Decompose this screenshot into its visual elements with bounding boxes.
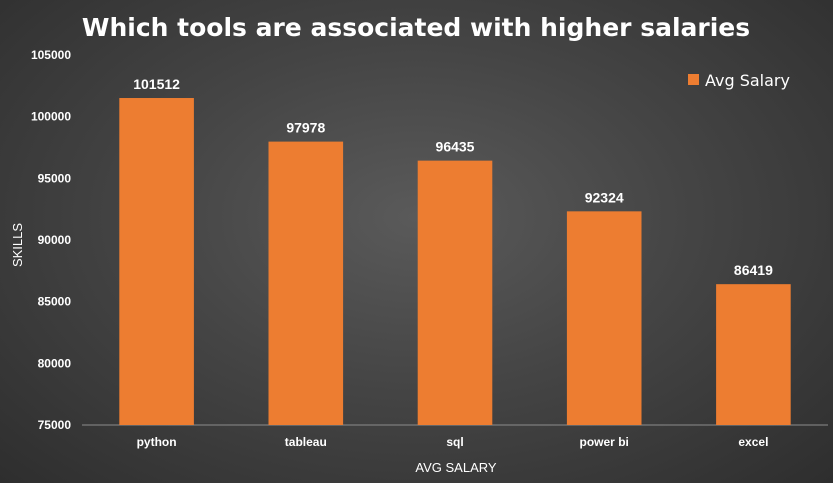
x-tick-label: python <box>137 435 177 449</box>
bar-tableau[interactable] <box>268 141 344 425</box>
bar-power-bi[interactable] <box>566 211 642 425</box>
bars-group <box>119 98 791 425</box>
data-label: 92324 <box>585 189 624 205</box>
x-tick-label: sql <box>446 435 463 449</box>
x-axis-title: AVG SALARY <box>415 460 496 475</box>
bar-excel[interactable] <box>716 284 791 425</box>
y-axis-ticks: 75000 80000 85000 90000 95000 100000 105000 <box>31 48 71 432</box>
x-tick-label: tableau <box>285 435 327 449</box>
y-tick-label: 85000 <box>38 295 72 309</box>
data-label: 97978 <box>286 120 325 136</box>
y-tick-label: 100000 <box>31 110 71 124</box>
x-axis-ticks: python tableau sql power bi excel <box>137 435 769 449</box>
x-tick-label: power bi <box>580 435 629 449</box>
data-label: 96435 <box>436 139 475 155</box>
y-tick-label: 80000 <box>38 356 72 370</box>
y-tick-label: 95000 <box>38 171 72 185</box>
data-labels-group: 101512 97978 96435 92324 86419 <box>133 76 773 278</box>
y-axis-title: SKILLS <box>10 223 25 267</box>
bar-sql[interactable] <box>417 160 493 425</box>
data-label: 86419 <box>734 262 773 278</box>
legend[interactable]: Avg Salary <box>688 71 790 90</box>
y-tick-label: 105000 <box>31 48 71 62</box>
bar-python[interactable] <box>119 98 194 425</box>
legend-label: Avg Salary <box>705 71 790 90</box>
legend-swatch <box>688 74 699 85</box>
x-tick-label: excel <box>738 435 768 449</box>
chart-title: Which tools are associated with higher s… <box>82 13 750 42</box>
y-tick-label: 75000 <box>38 418 72 432</box>
y-tick-label: 90000 <box>38 233 72 247</box>
data-label: 101512 <box>133 76 180 92</box>
